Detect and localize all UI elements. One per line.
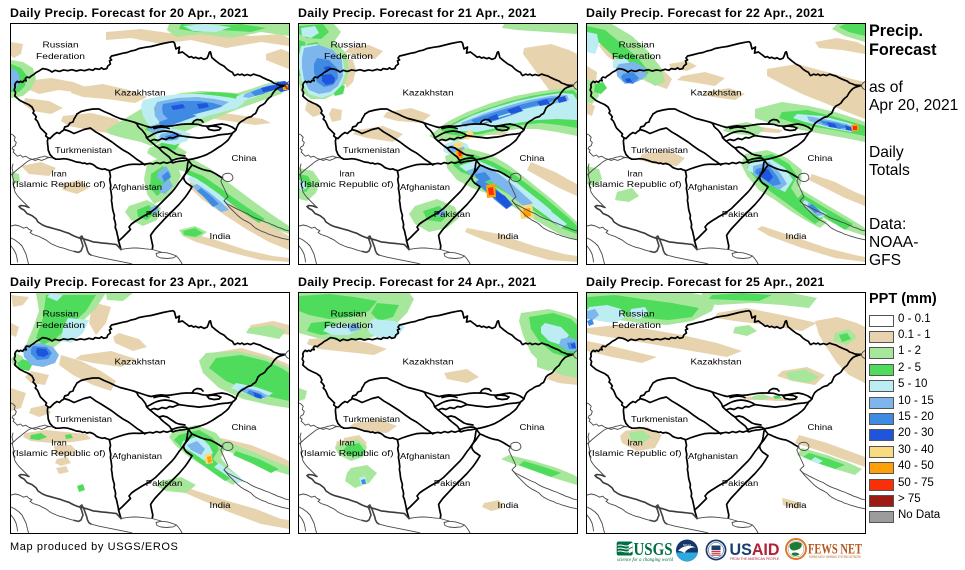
- svg-text:USAID: USAID: [730, 541, 780, 559]
- svg-text:FAMINE EARLY WARNING SYSTEMS N: FAMINE EARLY WARNING SYSTEMS NETWORK: [809, 555, 862, 559]
- svg-text:science for a changing world: science for a changing world: [617, 558, 674, 563]
- svg-text:NOAA: NOAA: [683, 543, 692, 547]
- svg-text:FROM THE AMERICAN PEOPLE: FROM THE AMERICAN PEOPLE: [730, 557, 780, 561]
- svg-text:FEWS NET: FEWS NET: [808, 542, 862, 558]
- svg-text:USGS: USGS: [634, 539, 673, 559]
